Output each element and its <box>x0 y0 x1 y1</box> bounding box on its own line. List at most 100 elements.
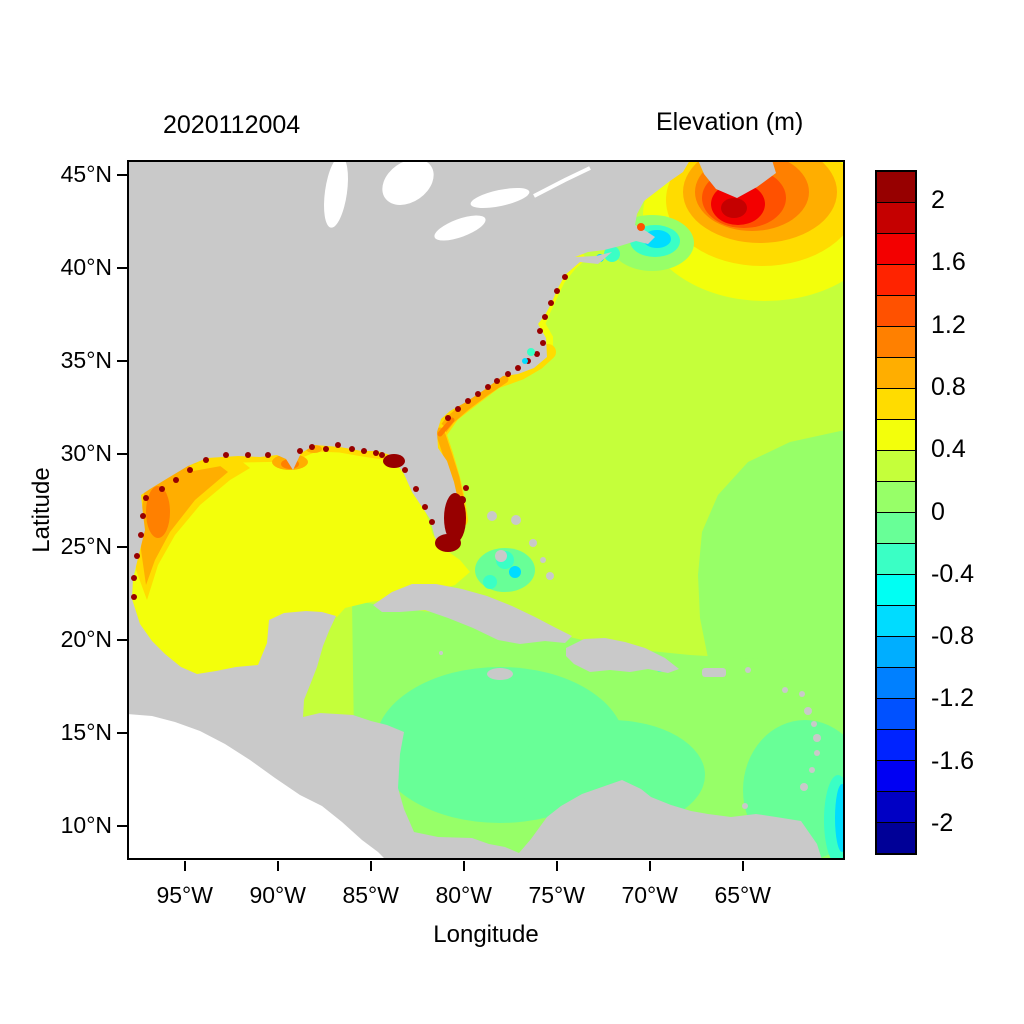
run-date-title: 2020112004 <box>163 111 301 139</box>
land-nova-scotia <box>698 160 776 198</box>
colorbar-band <box>877 296 915 327</box>
colorbar-tick-label: 1.6 <box>931 248 966 277</box>
colorbar-band <box>877 389 915 420</box>
colorbar-title: Elevation (m) <box>656 108 804 136</box>
boston-orange-dot <box>637 223 645 231</box>
y-tick-label: 25°N <box>60 532 112 559</box>
x-tick-label: 75°W <box>528 882 585 908</box>
pamlico-teal-dot <box>527 348 535 356</box>
colorbar-band <box>877 637 915 668</box>
colorbar-band <box>877 203 915 234</box>
lake-huron <box>382 160 434 205</box>
guyana-cyan-strip <box>835 784 845 852</box>
colorbar-band <box>877 265 915 296</box>
y-tick-mark <box>117 545 127 548</box>
jacksonville-deep-orange <box>437 417 455 437</box>
colorbar-band <box>877 234 915 265</box>
map-plot-area <box>127 160 845 860</box>
x-tick-label: 65°W <box>714 882 771 908</box>
y-tick-mark <box>117 266 127 269</box>
colorbar-band <box>877 482 915 513</box>
texas-coast-deep-orange <box>146 486 170 538</box>
bahamas-islands <box>487 511 554 580</box>
x-tick-label: 95°W <box>156 882 213 908</box>
lake-erie <box>434 215 486 241</box>
y-axis-label: Latitude <box>28 467 55 553</box>
colorbar-band <box>877 606 915 637</box>
x-tick-mark <box>741 861 744 871</box>
x-tick-mark <box>276 861 279 871</box>
colorbar <box>875 170 917 855</box>
colorbar-band <box>877 823 915 853</box>
pacific-masked-region <box>127 714 386 860</box>
colorbar-tick-label: -1.6 <box>931 746 975 775</box>
colorbar-band <box>877 327 915 358</box>
lake-ontario <box>470 187 530 209</box>
south-florida-surge <box>379 452 469 552</box>
west-gulf-orange-band <box>136 456 250 600</box>
pamlico-cyan-dot <box>522 358 528 364</box>
colorbar-band <box>877 761 915 792</box>
atlantic-green-region <box>698 430 845 726</box>
y-tick-mark <box>117 824 127 827</box>
island-jamaica <box>487 668 513 680</box>
y-tick-mark <box>117 731 127 734</box>
st-lawrence-river <box>533 166 591 198</box>
x-tick-label: 90°W <box>249 882 306 908</box>
land-north-america <box>127 160 822 860</box>
colorbar-tick-label: -0.8 <box>931 622 975 651</box>
x-tick-label: 80°W <box>435 882 492 908</box>
colorbar-tick-label: 0.4 <box>931 435 966 464</box>
map-svg <box>127 160 845 860</box>
island-hispaniola <box>566 638 679 673</box>
gulf-of-mexico-yellow-region <box>131 446 470 675</box>
colorbar-band <box>877 172 915 203</box>
x-tick-label: 85°W <box>342 882 399 908</box>
surge-core-dark-red <box>721 198 747 218</box>
colorbar-band <box>877 730 915 761</box>
colorbar-tick-label: -2 <box>931 808 954 837</box>
y-tick-label: 40°N <box>60 253 112 280</box>
great-lakes <box>324 160 530 241</box>
island-cuba <box>373 584 572 644</box>
colorbar-tick-label: 1.2 <box>931 310 966 339</box>
plot-border <box>127 160 845 860</box>
surge-gulf-of-maine <box>643 160 845 301</box>
colorbar-band <box>877 668 915 699</box>
x-tick-mark <box>648 861 651 871</box>
x-tick-mark <box>183 861 186 871</box>
colorbar-band <box>877 575 915 606</box>
colorbar-tick-label: -1.2 <box>931 684 975 713</box>
colorbar-tick-label: 2 <box>931 186 945 215</box>
colorbar-band <box>877 513 915 544</box>
coastal-surge-specks <box>131 274 568 600</box>
rhode-island-teal-dot <box>604 246 620 262</box>
y-tick-label: 45°N <box>60 160 112 187</box>
colorbar-band <box>877 699 915 730</box>
y-tick-label: 20°N <box>60 625 112 652</box>
x-tick-mark <box>462 861 465 871</box>
y-tick-label: 35°N <box>60 346 112 373</box>
x-tick-label: 70°W <box>621 882 678 908</box>
y-tick-mark <box>117 638 127 641</box>
misc-small-anomalies <box>522 223 645 364</box>
x-axis-label: Longitude <box>433 921 539 948</box>
island-cyan-dots <box>509 566 521 578</box>
colorbar-band <box>877 358 915 389</box>
island-puerto-rico <box>702 668 726 677</box>
colorbar-tick-label: -0.4 <box>931 559 975 588</box>
colorbar-band <box>877 544 915 575</box>
florida-east-orange-strip <box>435 427 464 503</box>
y-tick-mark <box>117 359 127 362</box>
y-tick-mark <box>117 173 127 176</box>
y-tick-label: 15°N <box>60 718 112 745</box>
x-tick-mark <box>555 861 558 871</box>
y-tick-mark <box>117 452 127 455</box>
colorbar-tick-label: 0.8 <box>931 372 966 401</box>
lesser-antilles <box>439 651 821 809</box>
colorbar-band <box>877 420 915 451</box>
colorbar-band <box>877 451 915 482</box>
colorbar-tick-label: 0 <box>931 497 945 526</box>
y-tick-label: 10°N <box>60 811 112 838</box>
